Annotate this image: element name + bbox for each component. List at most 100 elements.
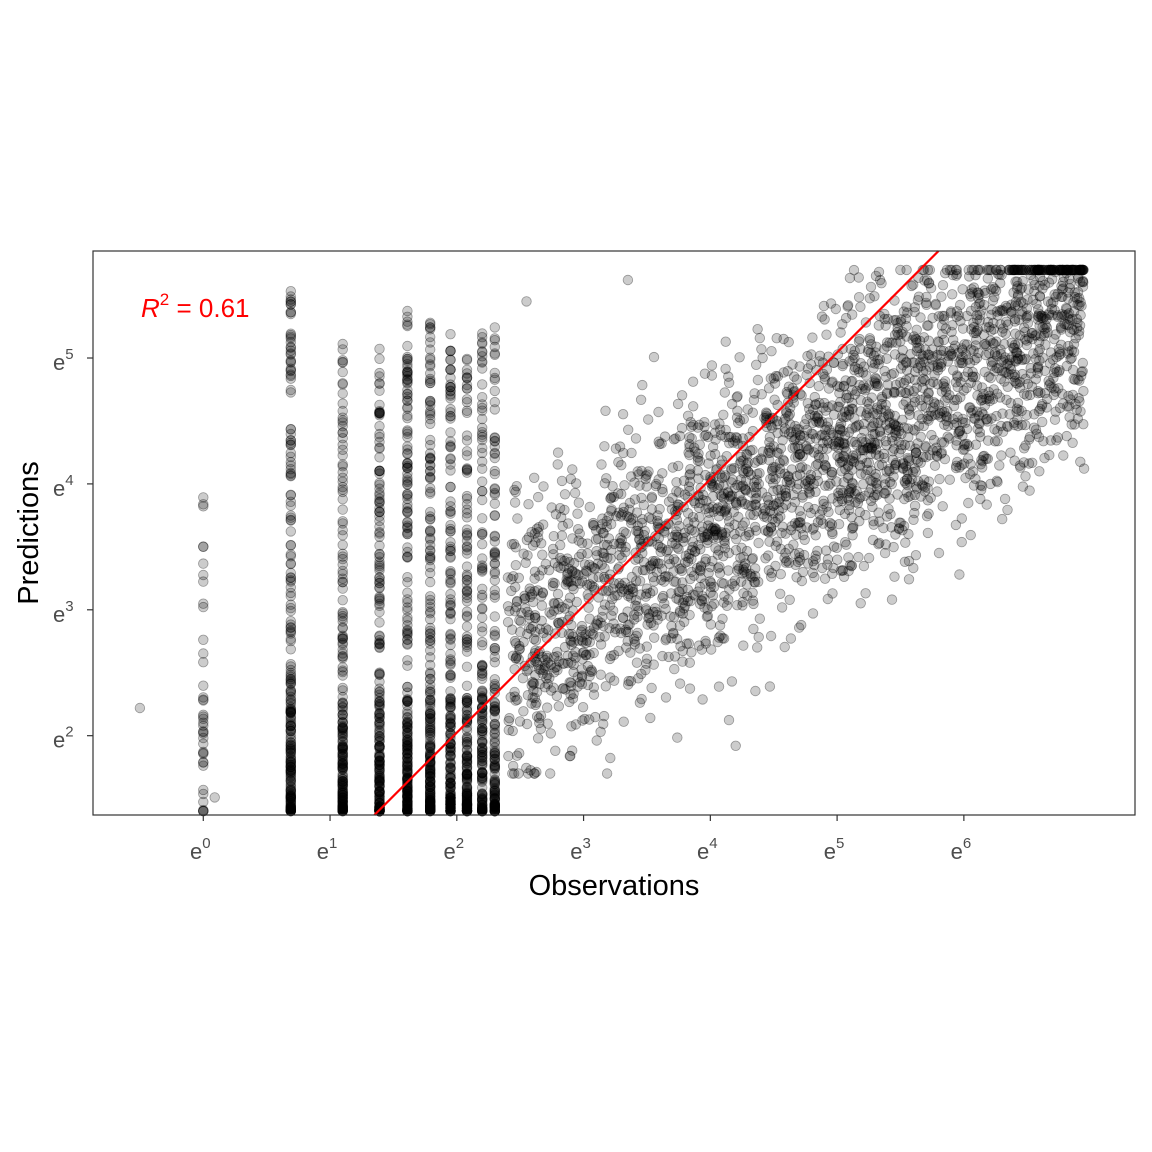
data-point-548 xyxy=(374,774,385,786)
data-point-169 xyxy=(285,464,297,475)
data-point-3233 xyxy=(950,519,962,531)
data-point-103 xyxy=(285,765,297,776)
data-point-1525 xyxy=(461,464,473,475)
data-point-1848 xyxy=(489,799,501,810)
data-point-426 xyxy=(337,773,348,785)
data-point-1150 xyxy=(425,359,436,370)
data-point-347 xyxy=(337,777,348,788)
data-point-804 xyxy=(402,476,413,488)
data-point-4650 xyxy=(1077,264,1089,276)
data-point-4321 xyxy=(523,499,534,510)
data-point-4577 xyxy=(809,559,820,571)
data-point-413 xyxy=(337,785,348,797)
data-point-248 xyxy=(285,778,297,790)
data-point-3010 xyxy=(617,409,629,420)
data-point-4023 xyxy=(797,490,808,501)
data-point-2691 xyxy=(532,733,544,744)
data-point-222 xyxy=(285,308,297,320)
data-point-4409 xyxy=(1018,322,1030,334)
data-point-1124 xyxy=(425,525,436,536)
data-point-3470 xyxy=(701,611,713,622)
data-point-4285 xyxy=(772,536,783,547)
data-point-4394 xyxy=(974,427,986,438)
data-point-4682 xyxy=(586,561,598,572)
data-point-759 xyxy=(402,462,413,473)
data-point-722 xyxy=(402,700,413,711)
data-point-776 xyxy=(402,764,413,776)
data-point-1656 xyxy=(477,405,488,416)
data-point-437 xyxy=(337,439,348,451)
data-point-1817 xyxy=(489,435,501,447)
data-point-4735 xyxy=(620,546,631,558)
data-point-501 xyxy=(374,506,385,517)
data-point-3810 xyxy=(656,563,668,575)
data-point-497 xyxy=(374,708,385,720)
data-point-132 xyxy=(285,299,297,310)
data-point-646 xyxy=(374,785,385,796)
data-point-334 xyxy=(337,723,348,734)
data-point-373 xyxy=(337,427,348,438)
data-point-4082 xyxy=(985,478,996,490)
data-point-136 xyxy=(285,714,297,725)
data-point-4495 xyxy=(880,488,891,499)
data-point-372 xyxy=(337,405,348,417)
data-point-4415 xyxy=(716,472,728,484)
data-point-487 xyxy=(374,487,385,499)
data-point-2981 xyxy=(1034,466,1045,477)
data-point-522 xyxy=(374,630,385,641)
data-point-405 xyxy=(337,484,348,495)
data-point-4206 xyxy=(807,608,819,619)
data-point-315 xyxy=(337,741,348,752)
data-point-2415 xyxy=(855,301,866,313)
data-point-4397 xyxy=(682,410,694,422)
data-point-3077 xyxy=(765,630,777,642)
data-point-583 xyxy=(374,755,385,766)
data-point-4305 xyxy=(1008,342,1019,354)
data-point-190 xyxy=(285,705,297,716)
data-point-232 xyxy=(285,684,297,696)
data-point-3811 xyxy=(899,493,910,505)
data-point-264 xyxy=(337,787,348,799)
data-point-82 xyxy=(285,776,297,788)
data-point-22 xyxy=(198,648,209,659)
data-point-91 xyxy=(285,628,297,639)
data-point-33 xyxy=(198,709,209,721)
data-point-693 xyxy=(402,761,413,773)
data-point-110 xyxy=(285,669,297,681)
data-point-4348 xyxy=(570,646,581,658)
data-point-385 xyxy=(337,748,348,759)
data-point-3307 xyxy=(963,497,974,509)
data-point-500 xyxy=(374,766,385,777)
data-point-212 xyxy=(285,299,297,310)
data-point-393 xyxy=(337,756,348,767)
data-point-358 xyxy=(337,637,348,649)
data-point-713 xyxy=(402,444,413,455)
data-point-581 xyxy=(374,775,385,786)
data-point-4226 xyxy=(550,745,561,757)
data-point-159 xyxy=(285,626,297,638)
data-point-258 xyxy=(285,707,297,718)
data-point-867 xyxy=(402,612,413,623)
data-point-124 xyxy=(285,765,297,776)
data-point-1486 xyxy=(461,561,473,572)
data-point-549 xyxy=(374,708,385,719)
data-point-786 xyxy=(402,696,413,707)
data-point-395 xyxy=(337,553,348,565)
data-point-1506 xyxy=(461,592,473,604)
data-point-796 xyxy=(402,634,413,645)
data-point-2230 xyxy=(819,314,830,325)
data-point-4606 xyxy=(562,575,573,587)
data-point-566 xyxy=(374,506,385,517)
data-point-4615 xyxy=(554,503,566,514)
data-point-2996 xyxy=(965,529,976,541)
data-point-25 xyxy=(198,680,209,691)
data-point-747 xyxy=(402,695,413,707)
data-point-4162 xyxy=(887,435,898,447)
data-point-4729 xyxy=(672,542,683,553)
data-point-771 xyxy=(402,717,413,729)
data-point-2776 xyxy=(818,300,830,312)
x-tick-label-2: e2 xyxy=(444,835,465,864)
data-point-1679 xyxy=(477,529,488,540)
data-point-3876 xyxy=(862,396,873,407)
